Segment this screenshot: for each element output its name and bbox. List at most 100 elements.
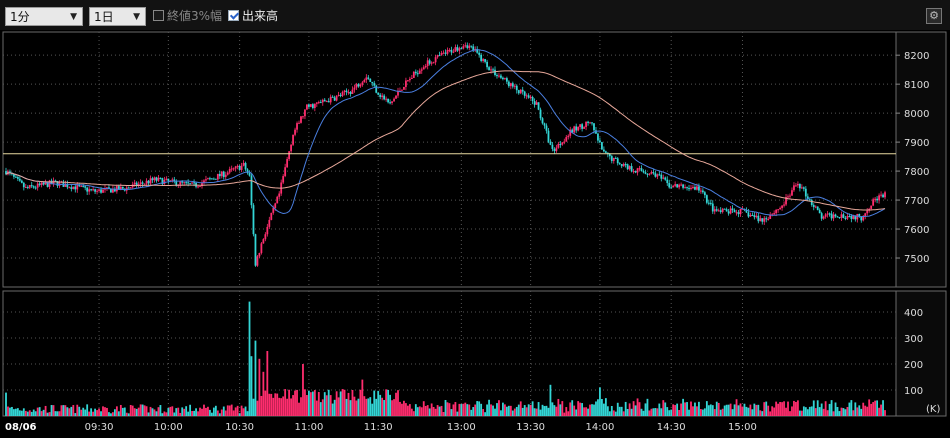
candle-body (187, 182, 190, 184)
interval-select[interactable]: 1分 ▼ (5, 7, 83, 26)
volume-bar (749, 404, 752, 416)
volume-bar (339, 391, 342, 416)
candle-body (618, 163, 621, 165)
volume-bar (757, 404, 760, 416)
candle-body (682, 184, 684, 188)
volume-bar (60, 405, 63, 416)
volume-bar (88, 411, 91, 416)
candle-body (806, 196, 809, 200)
candle-body (818, 209, 821, 214)
volume-bar (252, 398, 255, 416)
volume-bar (250, 356, 253, 416)
candle-body (159, 177, 162, 179)
candle-body (502, 77, 504, 80)
candle-body (824, 214, 827, 217)
candle-body (589, 122, 591, 124)
volume-bar (686, 402, 688, 416)
candle-body (850, 216, 853, 219)
volume-bar (472, 407, 475, 416)
range-select[interactable]: 1日 ▼ (89, 7, 146, 26)
volume-bar (490, 404, 492, 416)
candle-body (90, 189, 93, 191)
candle-body (13, 174, 15, 177)
candle-body (244, 162, 247, 170)
candle-body (167, 178, 170, 182)
candle-body (670, 187, 673, 189)
volume-bar (304, 389, 306, 416)
volume-bar (179, 412, 182, 416)
limit-range-checkbox[interactable] (153, 10, 164, 21)
volume-bar (379, 394, 382, 416)
volume-bar (341, 389, 344, 416)
candle-body (28, 185, 31, 188)
candle-body (553, 148, 556, 152)
candle-body (226, 172, 229, 175)
candle-body (234, 166, 237, 169)
volume-bar (715, 401, 718, 416)
candle-body (569, 129, 572, 136)
candle-body (519, 89, 522, 94)
candle-body (838, 217, 841, 219)
candle-body (373, 83, 376, 86)
candle-body (472, 46, 475, 51)
volume-bar (381, 397, 384, 416)
volume-bar (735, 399, 738, 416)
volume-bar (791, 406, 793, 416)
candle-body (587, 121, 589, 123)
volume-bar (703, 408, 706, 416)
candle-body (179, 181, 182, 185)
candle-body (458, 48, 461, 51)
candle-body (26, 187, 29, 189)
candle-body (228, 169, 231, 173)
volume-bar (565, 407, 568, 416)
candle-body (143, 183, 146, 185)
candle-body (40, 182, 43, 185)
volume-bar (614, 411, 617, 416)
volume-bar (878, 407, 880, 416)
volume-bar (476, 401, 479, 416)
candle-body (129, 187, 132, 189)
volume-bar (541, 404, 544, 416)
volume-bar (454, 402, 457, 416)
candle-body (652, 172, 655, 174)
price-panel-frame (2, 31, 897, 288)
volume-bar (745, 406, 748, 416)
volume-bar (432, 406, 435, 416)
volume-bar (141, 404, 144, 416)
price-tick-label: 7600 (904, 225, 929, 236)
candle-body (779, 207, 781, 210)
candle-body (707, 202, 710, 204)
volume-bar (658, 403, 661, 416)
candle-body (454, 47, 457, 52)
candle-body (339, 94, 342, 96)
chevron-down-icon: ▼ (133, 12, 140, 22)
volume-bar (810, 406, 813, 416)
candle-body (250, 175, 253, 206)
volume-bar (264, 390, 267, 416)
candle-body (371, 81, 374, 84)
candle-body (405, 80, 407, 87)
candle-body (650, 172, 653, 174)
volume-bar (678, 409, 681, 416)
candle-body (147, 180, 150, 184)
volume-bar (797, 400, 799, 416)
volume-bar (711, 405, 714, 416)
volume-checkbox[interactable] (228, 10, 239, 21)
candle-body (274, 203, 277, 209)
volume-bar (733, 404, 736, 416)
volume-bar (347, 392, 350, 416)
candle-body (709, 202, 712, 204)
candle-body (567, 135, 570, 138)
candle-body (308, 104, 310, 107)
volume-bar (777, 403, 780, 416)
candle-body (583, 127, 585, 129)
volume-bar (876, 400, 879, 416)
price-tick-label: 8100 (904, 80, 929, 91)
candle-body (266, 226, 269, 235)
volume-bar (108, 412, 110, 416)
volume-bar (410, 408, 413, 416)
settings-button[interactable]: ⚙ (926, 8, 942, 24)
candle-body (321, 99, 324, 103)
candle-body (880, 194, 882, 196)
volume-bar (543, 406, 546, 416)
